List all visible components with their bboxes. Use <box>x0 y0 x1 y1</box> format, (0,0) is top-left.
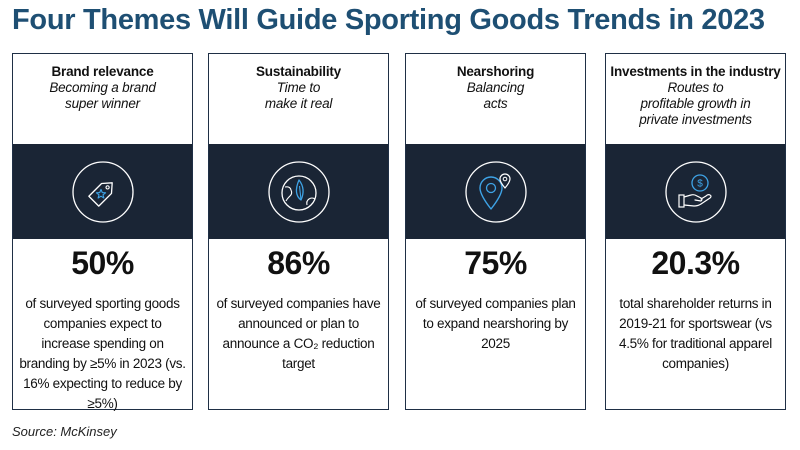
card-subtitle: Time to make it real <box>264 80 333 111</box>
card-header: Sustainability Time to make it real <box>209 54 388 154</box>
stat-value: 50% <box>71 245 134 281</box>
icon-band: $ <box>606 144 785 239</box>
card-header: Nearshoring Balancing acts <box>406 54 585 154</box>
card-header: Brand relevance Becoming a brand super w… <box>13 54 192 154</box>
source-note: Source: McKinsey <box>12 424 117 439</box>
icon-band <box>406 144 585 239</box>
price-tag-star-icon <box>71 160 134 223</box>
card-subtitle: Balancing acts <box>466 80 525 111</box>
theme-card-brand-relevance: Brand relevance Becoming a brand super w… <box>12 53 193 411</box>
stat-value: 86% <box>267 245 330 281</box>
stat-value: 20.3% <box>651 245 740 281</box>
page-title: Four Themes Will Guide Sporting Goods Tr… <box>12 4 765 36</box>
stat-description: of surveyed sporting goods companies exp… <box>19 296 186 411</box>
card-title: Sustainability <box>256 64 341 79</box>
stat-description: of surveyed companies plan to expand nea… <box>415 296 576 351</box>
card-header: Investments in the industry Routes to pr… <box>606 54 785 154</box>
card-title: Investments in the industry <box>610 64 781 79</box>
globe-leaf-icon <box>267 160 330 223</box>
theme-card-investments: Investments in the industry Routes to pr… <box>605 53 786 410</box>
stat-description: of surveyed companies have announced or … <box>216 296 381 371</box>
stat-description: total shareholder returns in 2019-21 for… <box>619 296 772 371</box>
card-title: Nearshoring <box>456 64 535 79</box>
svg-text:$: $ <box>697 178 703 189</box>
theme-card-sustainability: Sustainability Time to make it real 86% … <box>208 53 389 410</box>
location-pin-icon <box>464 160 527 223</box>
icon-band <box>209 144 388 239</box>
hand-coin-icon: $ <box>664 160 727 223</box>
icon-band <box>13 144 192 239</box>
stat-value: 75% <box>464 245 527 281</box>
card-title: Brand relevance <box>51 64 154 79</box>
card-subtitle: Becoming a brand super winner <box>49 80 156 111</box>
card-subtitle: Routes to profitable growth in private i… <box>639 80 752 127</box>
theme-card-nearshoring: Nearshoring Balancing acts 75% of survey… <box>405 53 586 410</box>
